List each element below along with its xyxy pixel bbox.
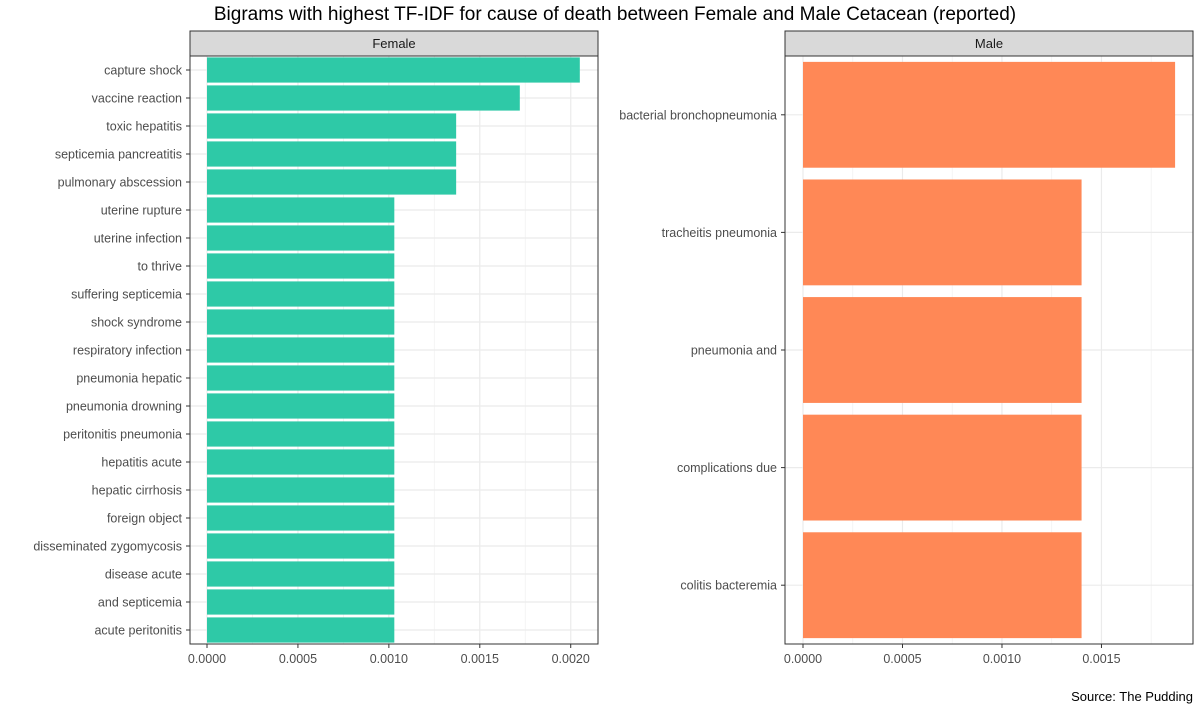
x-tick-label: 0.0010 <box>370 652 408 666</box>
bar-hepatitis-acute <box>207 449 395 475</box>
bar-toxic-hepatitis <box>207 113 457 139</box>
category-label: complications due <box>677 461 777 475</box>
category-label: septicemia pancreatitis <box>55 148 182 162</box>
bar-foreign-object <box>207 505 395 531</box>
category-label: disease acute <box>105 568 182 582</box>
x-tick-label: 0.0000 <box>784 652 822 666</box>
category-label: uterine infection <box>94 232 182 246</box>
bar-uterine-infection <box>207 225 395 251</box>
category-label: acute peritonitis <box>94 624 182 638</box>
category-label: hepatitis acute <box>101 456 182 470</box>
category-label: respiratory infection <box>73 344 182 358</box>
x-tick-label: 0.0015 <box>1082 652 1120 666</box>
bar-pneumonia-and <box>803 297 1082 403</box>
bar-disseminated-zygomycosis <box>207 533 395 559</box>
bar-hepatic-cirrhosis <box>207 477 395 503</box>
category-label: hepatic cirrhosis <box>92 484 182 498</box>
bar-colitis-bacteremia <box>803 532 1082 639</box>
category-label: pulmonary abscession <box>58 176 182 190</box>
x-tick-label: 0.0020 <box>552 652 590 666</box>
category-label: disseminated zygomycosis <box>33 540 182 554</box>
category-label: peritonitis pneumonia <box>63 428 182 442</box>
bar-acute-peritonitis <box>207 617 395 643</box>
category-label: and septicemia <box>98 596 182 610</box>
bar-suffering-septicemia <box>207 281 395 307</box>
x-tick-label: 0.0015 <box>461 652 499 666</box>
source-caption: Source: The Pudding <box>1071 689 1193 704</box>
bar-peritonitis-pneumonia <box>207 421 395 447</box>
category-label: pneumonia and <box>691 344 777 358</box>
chart-title: Bigrams with highest TF-IDF for cause of… <box>214 4 1016 25</box>
bar-and-septicemia <box>207 589 395 615</box>
bar-respiratory-infection <box>207 337 395 363</box>
category-label: suffering septicemia <box>71 288 182 302</box>
category-label: pneumonia hepatic <box>76 372 182 386</box>
bar-septicemia-pancreatitis <box>207 141 457 167</box>
category-label: foreign object <box>107 512 183 526</box>
bar-pneumonia-hepatic <box>207 365 395 391</box>
x-tick-label: 0.0005 <box>883 652 921 666</box>
category-label: capture shock <box>104 64 183 78</box>
category-label: uterine rupture <box>101 204 182 218</box>
bar-capture-shock <box>207 57 580 83</box>
bar-pulmonary-abscession <box>207 169 457 195</box>
category-label: bacterial bronchopneumonia <box>619 108 777 122</box>
category-label: vaccine reaction <box>92 92 182 106</box>
facet-strip-label: Male <box>975 36 1003 51</box>
x-tick-label: 0.0000 <box>188 652 226 666</box>
bar-pneumonia-drowning <box>207 393 395 419</box>
category-label: colitis bacteremia <box>680 579 777 593</box>
x-tick-label: 0.0005 <box>279 652 317 666</box>
bar-uterine-rupture <box>207 197 395 223</box>
category-label: toxic hepatitis <box>106 120 182 134</box>
bar-to-thrive <box>207 253 395 279</box>
facet-strip <box>189 30 599 57</box>
bar-bacterial-bronchopneumonia <box>803 61 1176 168</box>
category-label: shock syndrome <box>91 316 182 330</box>
category-label: to thrive <box>138 260 183 274</box>
x-tick-label: 0.0010 <box>983 652 1021 666</box>
bar-disease-acute <box>207 561 395 587</box>
category-label: tracheitis pneumonia <box>662 226 777 240</box>
category-label: pneumonia drowning <box>66 400 182 414</box>
bar-vaccine-reaction <box>207 85 520 111</box>
bar-tracheitis-pneumonia <box>803 179 1082 286</box>
facet-strip-label: Female <box>372 36 415 51</box>
facet-female: Female capture shock vaccine reaction toxic… <box>33 30 599 666</box>
facet-male: Male bacterial bronchopneumonia tracheitis… <box>619 30 1194 666</box>
facet-strip <box>784 30 1194 57</box>
bar-shock-syndrome <box>207 309 395 335</box>
bar-complications-due <box>803 414 1082 521</box>
